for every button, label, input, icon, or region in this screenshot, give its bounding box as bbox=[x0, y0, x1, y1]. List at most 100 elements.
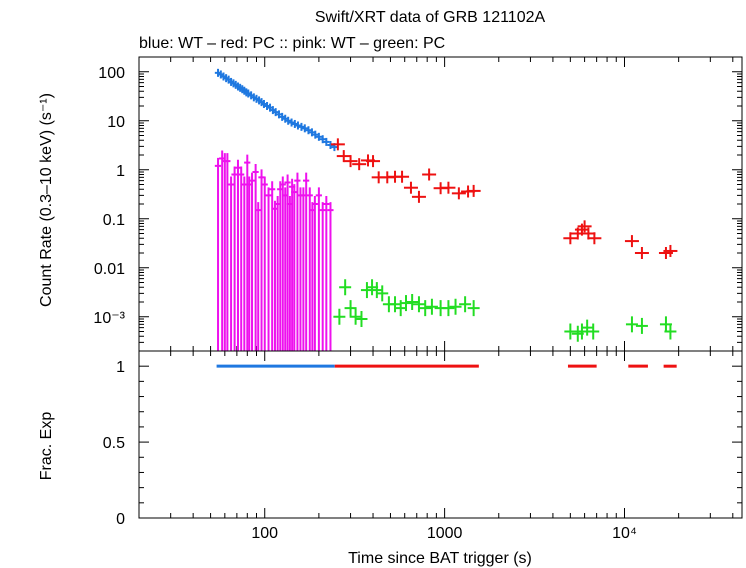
pc-green-point bbox=[635, 317, 648, 334]
wt-pink-point bbox=[323, 196, 330, 351]
pc-green-point bbox=[400, 295, 413, 312]
wt-pink-point bbox=[319, 202, 326, 351]
frac-y-tick-label: 0 bbox=[116, 511, 125, 528]
x-tick-label: 10⁴ bbox=[612, 525, 637, 542]
pc-green-point bbox=[459, 296, 472, 313]
y-tick-label: 100 bbox=[98, 65, 125, 82]
series-pc-green bbox=[333, 279, 677, 342]
wt-pink-point bbox=[238, 166, 245, 351]
pc-green-point bbox=[339, 279, 352, 296]
pc-red-point bbox=[403, 181, 418, 194]
wt-pink-point bbox=[214, 157, 222, 351]
wt-blue-point bbox=[284, 116, 292, 125]
wt-pink-point bbox=[224, 153, 231, 351]
pc-green-point bbox=[564, 323, 577, 340]
pc-red-point bbox=[395, 170, 410, 183]
pc-red-point bbox=[577, 220, 592, 233]
pc-green-point bbox=[625, 316, 638, 333]
wt-pink-point bbox=[252, 163, 259, 351]
wt-pink-point bbox=[294, 172, 301, 351]
y-axis-label-count-rate: Count Rate (0.3–10 keV) (s⁻¹) bbox=[38, 93, 55, 307]
wt-blue-point bbox=[288, 118, 295, 127]
wt-pink-point bbox=[306, 187, 313, 351]
wt-pink-point bbox=[244, 154, 251, 351]
wt-blue-point bbox=[291, 119, 298, 128]
wt-blue-point bbox=[298, 122, 305, 131]
wt-blue-point bbox=[308, 128, 316, 137]
x-axis-label: Time since BAT trigger (s) bbox=[348, 550, 532, 567]
pc-red-point bbox=[563, 232, 578, 245]
pc-red-point bbox=[634, 247, 649, 259]
wt-pink-point bbox=[248, 172, 256, 351]
fractional-exposure-panel: 0 0.5 1 100 1000 10⁴ bbox=[103, 350, 743, 542]
wt-blue-point bbox=[272, 108, 279, 117]
pc-green-point bbox=[344, 300, 357, 317]
wt-blue-point bbox=[294, 121, 302, 130]
pc-red-point bbox=[663, 244, 678, 257]
pc-green-point bbox=[370, 282, 383, 299]
pc-green-point bbox=[449, 298, 462, 315]
wt-blue-point bbox=[312, 130, 319, 139]
series-pc-red bbox=[330, 138, 678, 259]
y-tick-label: 0.01 bbox=[94, 261, 125, 278]
y-axis-label-frac-exp: Frac. Exp bbox=[38, 412, 55, 481]
frac-y-tick-label: 1 bbox=[116, 359, 125, 376]
wt-pink-point bbox=[291, 184, 298, 351]
pc-green-point bbox=[349, 308, 362, 325]
pc-green-point bbox=[581, 319, 594, 336]
pc-red-point bbox=[422, 168, 437, 181]
wt-blue-point bbox=[301, 124, 308, 133]
wt-pink-point bbox=[255, 202, 262, 351]
wt-pink-point bbox=[311, 196, 318, 351]
pc-red-point bbox=[451, 187, 466, 200]
pc-red-point bbox=[466, 184, 481, 197]
frac-exp-frame bbox=[138, 350, 743, 519]
wt-blue-point bbox=[319, 135, 326, 144]
series-wt-pink bbox=[214, 150, 334, 351]
wt-pink-point bbox=[227, 176, 235, 351]
pc-green-point bbox=[376, 285, 389, 302]
pc-green-point bbox=[467, 300, 480, 317]
wt-pink-point bbox=[279, 176, 286, 351]
wt-pink-point bbox=[265, 187, 272, 351]
pc-red-point bbox=[366, 155, 381, 168]
pc-green-point bbox=[587, 323, 600, 340]
pc-red-point bbox=[336, 150, 351, 163]
chart-title: Swift/XRT data of GRB 121102A bbox=[315, 9, 546, 26]
y-tick-label: 1 bbox=[116, 163, 125, 180]
wt-blue-point bbox=[305, 126, 312, 135]
pc-green-point bbox=[575, 323, 588, 340]
pc-red-point bbox=[343, 155, 358, 168]
x-tick-label: 1000 bbox=[427, 525, 463, 542]
pc-green-point bbox=[389, 296, 402, 313]
pc-green-point bbox=[442, 300, 455, 317]
y-tick-label: 10⁻³ bbox=[93, 310, 125, 327]
pc-red-point bbox=[411, 190, 426, 203]
frac-y-tick-label: 0.5 bbox=[103, 435, 125, 452]
pc-green-point bbox=[406, 294, 419, 310]
wt-pink-point bbox=[261, 176, 268, 351]
wt-pink-point bbox=[258, 169, 265, 351]
wt-blue-point bbox=[323, 137, 330, 146]
wt-pink-point bbox=[302, 172, 310, 351]
pc-green-point bbox=[355, 310, 368, 327]
pc-green-point bbox=[664, 323, 677, 340]
wt-pink-point bbox=[231, 166, 238, 351]
pc-red-point bbox=[330, 138, 345, 151]
pc-red-point bbox=[441, 181, 456, 194]
y-tick-label: 10 bbox=[107, 114, 125, 131]
chart-subtitle: blue: WT – red: PC :: pink: WT – green: … bbox=[139, 35, 445, 52]
x-tick-label: 100 bbox=[251, 525, 278, 542]
wt-pink-point bbox=[234, 159, 242, 351]
count-rate-panel: 100 10 1 0.1 0.01 10⁻³ bbox=[93, 56, 743, 352]
wt-pink-point bbox=[315, 187, 322, 351]
series-wt-blue bbox=[214, 68, 338, 152]
pc-green-point bbox=[425, 298, 438, 315]
pc-red-point bbox=[352, 158, 367, 171]
pc-green-point bbox=[333, 308, 346, 325]
pc-red-point bbox=[624, 235, 639, 248]
wt-pink-point bbox=[327, 202, 334, 351]
pc-green-point bbox=[412, 296, 425, 313]
y-tick-label: 0.1 bbox=[103, 212, 125, 229]
